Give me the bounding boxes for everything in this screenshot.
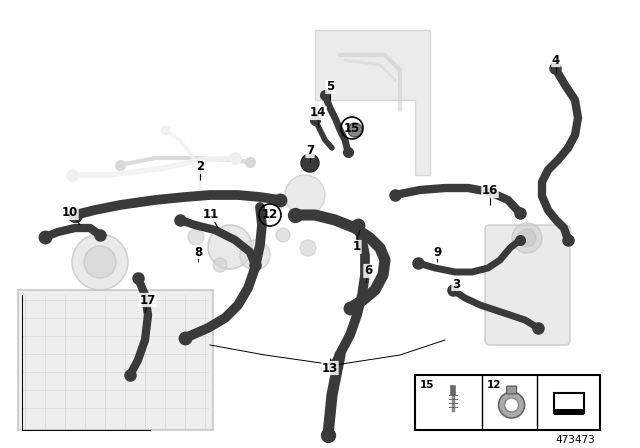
Text: 15: 15 <box>344 121 360 134</box>
Text: 1: 1 <box>353 241 361 254</box>
Circle shape <box>276 228 290 242</box>
Circle shape <box>213 258 227 272</box>
FancyBboxPatch shape <box>18 290 213 430</box>
Text: 15: 15 <box>420 380 435 390</box>
Bar <box>415 375 600 430</box>
Text: 9: 9 <box>433 246 441 258</box>
Circle shape <box>240 240 270 270</box>
Text: 3: 3 <box>452 277 460 290</box>
Text: 2: 2 <box>196 160 204 173</box>
Text: 17: 17 <box>140 293 156 306</box>
FancyBboxPatch shape <box>507 386 516 394</box>
Text: 12: 12 <box>262 208 278 221</box>
Polygon shape <box>554 409 584 415</box>
Text: 4: 4 <box>552 53 560 66</box>
Circle shape <box>188 229 204 245</box>
Text: 14: 14 <box>310 107 326 120</box>
Circle shape <box>504 398 518 412</box>
FancyBboxPatch shape <box>485 225 570 345</box>
Circle shape <box>84 246 116 278</box>
Circle shape <box>285 175 325 215</box>
Text: 10: 10 <box>62 207 78 220</box>
Circle shape <box>208 225 252 269</box>
Text: 5: 5 <box>326 81 334 94</box>
Circle shape <box>512 223 542 253</box>
Polygon shape <box>315 30 430 175</box>
Circle shape <box>72 234 128 290</box>
Circle shape <box>499 392 525 418</box>
Circle shape <box>301 154 319 172</box>
Circle shape <box>518 229 536 247</box>
Text: 13: 13 <box>322 362 338 375</box>
Text: 8: 8 <box>194 246 202 258</box>
Text: 16: 16 <box>482 185 498 198</box>
Text: 7: 7 <box>306 145 314 158</box>
Circle shape <box>300 240 316 256</box>
Text: 12: 12 <box>486 380 501 390</box>
Text: 473473: 473473 <box>555 435 595 445</box>
Circle shape <box>348 123 362 137</box>
Text: 6: 6 <box>364 264 372 277</box>
Text: 11: 11 <box>203 208 219 221</box>
